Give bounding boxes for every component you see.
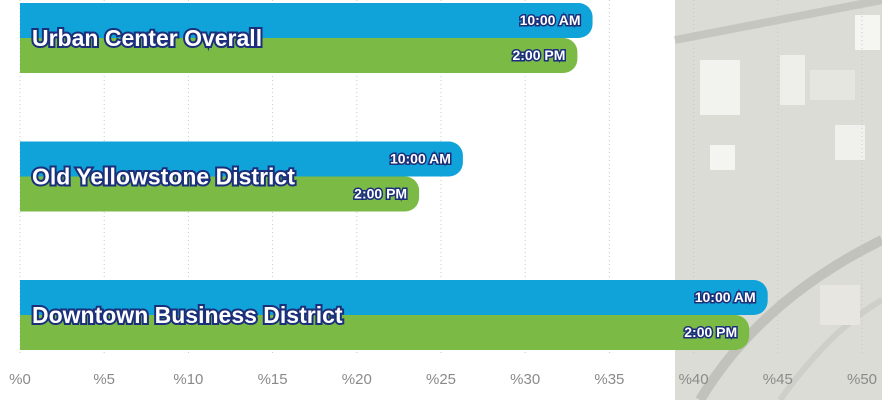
x-tick-label: %35: [594, 371, 624, 388]
x-tick-label: %30: [510, 371, 540, 388]
x-tick-label: %45: [763, 371, 793, 388]
x-tick-label: %15: [258, 371, 288, 388]
series-label: 2:00 PM: [684, 324, 737, 340]
category-label: Downtown Business District: [32, 302, 343, 328]
series-label: 10:00 AM: [695, 289, 756, 305]
x-tick-label: %5: [93, 371, 115, 388]
series-label: 10:00 AM: [390, 151, 451, 167]
series-label: 2:00 PM: [512, 47, 565, 63]
series-label: 10:00 AM: [520, 12, 581, 28]
x-tick-label: %0: [9, 371, 31, 388]
x-tick-label: %20: [342, 371, 372, 388]
x-tick-label: %10: [173, 371, 203, 388]
category-label: Urban Center Overall: [32, 25, 262, 51]
category-label: Old Yellowstone District: [32, 164, 295, 190]
x-tick-label: %50: [847, 371, 877, 388]
x-tick-label: %40: [679, 371, 709, 388]
x-tick-label: %25: [426, 371, 456, 388]
series-label: 2:00 PM: [354, 186, 407, 202]
chart: %0 %5 %10 %15 %20 %25 %30 %35 %40 %45 %50 10:00 AM 2…: [0, 0, 882, 400]
